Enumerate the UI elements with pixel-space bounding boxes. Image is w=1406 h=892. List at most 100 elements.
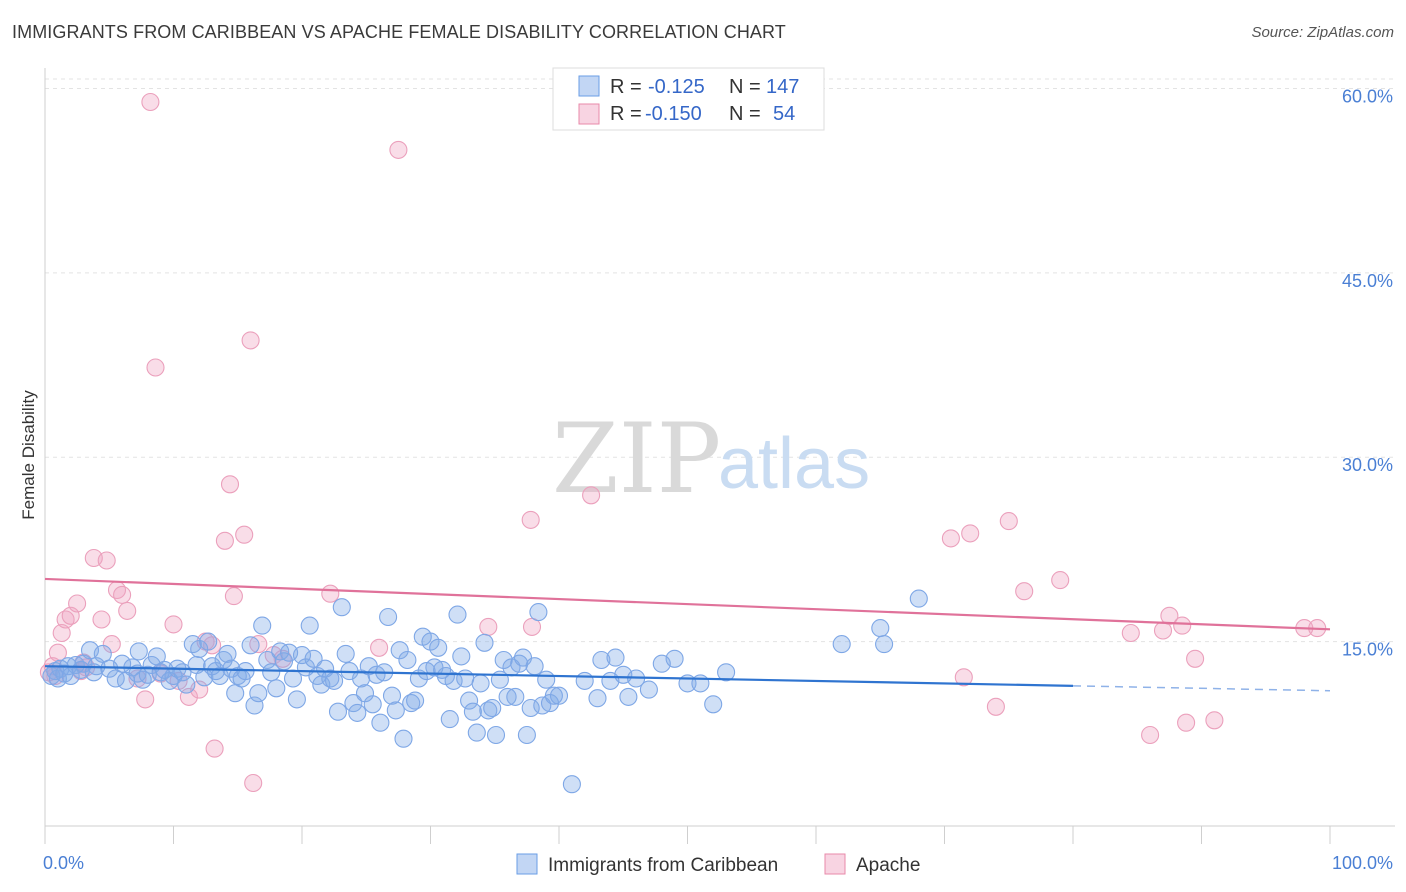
caribbean-point xyxy=(452,647,471,666)
caribbean-point xyxy=(717,663,736,682)
apache-point xyxy=(1205,711,1224,730)
caribbean-point xyxy=(253,616,272,635)
caribbean-point xyxy=(665,649,684,668)
apache-point xyxy=(321,584,340,603)
caribbean-point xyxy=(832,635,851,654)
caribbean-point xyxy=(371,713,390,732)
legend-swatch-caribbean xyxy=(578,75,600,97)
caribbean-point xyxy=(304,649,323,668)
y-tick-label: 15.0% xyxy=(1342,640,1393,660)
legend-n-value-1: 147 xyxy=(766,76,799,98)
caribbean-point xyxy=(190,639,209,659)
apache-point xyxy=(1177,713,1196,732)
caribbean-point xyxy=(262,663,281,682)
legend-n-value-2: 54 xyxy=(773,103,795,125)
caribbean-point xyxy=(93,644,112,663)
x-tick-labels: 0.0% 100.0% xyxy=(43,853,1393,873)
caribbean-point xyxy=(475,633,494,652)
caribbean-point xyxy=(177,675,196,694)
caribbean-point xyxy=(463,702,482,721)
apache-point xyxy=(1121,623,1140,643)
apache-point xyxy=(118,601,137,620)
caribbean-point xyxy=(562,775,581,794)
caribbean-point xyxy=(606,648,625,667)
caribbean-point xyxy=(379,607,398,627)
caribbean-point xyxy=(133,670,152,689)
caribbean-point xyxy=(448,605,467,624)
caribbean-point xyxy=(704,695,723,714)
apache-point xyxy=(1141,725,1160,745)
y-axis-label: Female Disability xyxy=(19,390,38,520)
apache-point xyxy=(113,585,132,604)
apache-point xyxy=(52,623,71,643)
caribbean-point xyxy=(429,638,448,657)
bottom-legend-swatch-caribbean xyxy=(516,853,538,875)
caribbean-point xyxy=(544,686,563,705)
apache-point xyxy=(249,635,268,654)
caribbean-point xyxy=(155,660,174,679)
apache-point xyxy=(215,531,234,550)
apache-point xyxy=(146,358,165,377)
apache-point xyxy=(1186,649,1205,668)
apache-point xyxy=(986,697,1005,716)
apache-point xyxy=(999,512,1018,531)
apache-point xyxy=(235,525,254,544)
legend-r-value-1: -0.125 xyxy=(648,76,705,98)
apache-point xyxy=(479,617,498,636)
bottom-legend-label-caribbean: Immigrants from Caribbean xyxy=(548,855,778,876)
caribbean-point xyxy=(363,695,382,714)
caribbean-trend-extension xyxy=(1072,685,1331,692)
x-tick-label-max: 100.0% xyxy=(1332,853,1393,873)
caribbean-point xyxy=(494,650,513,670)
caribbean-point xyxy=(460,691,479,710)
y-tick-label: 60.0% xyxy=(1342,86,1393,106)
caribbean-point xyxy=(444,671,463,690)
caribbean-point xyxy=(344,694,363,713)
caribbean-point xyxy=(316,659,335,678)
caribbean-point xyxy=(471,674,490,693)
apache-point xyxy=(954,668,973,687)
y-tick-labels: 15.0% 30.0% 45.0% 60.0% xyxy=(1342,86,1393,659)
caribbean-point xyxy=(382,686,402,705)
apache-point xyxy=(48,643,67,662)
caribbean-point xyxy=(456,669,475,688)
watermark-atlas: atlas xyxy=(718,424,870,504)
apache-point xyxy=(241,331,260,350)
caribbean-point xyxy=(521,698,540,718)
caribbean-point xyxy=(199,632,218,651)
caribbean-point xyxy=(390,641,409,660)
apache-point xyxy=(92,610,111,629)
caribbean-point xyxy=(529,603,548,622)
x-tick-label-min: 0.0% xyxy=(43,853,84,873)
apache-point xyxy=(97,551,116,570)
caribbean-point xyxy=(406,691,425,710)
apache-point xyxy=(1160,606,1179,625)
apache-point xyxy=(136,690,155,709)
caribbean-trend-line xyxy=(44,665,1074,687)
caribbean-point xyxy=(386,701,405,720)
trend-lines xyxy=(44,577,1331,692)
grid-lines xyxy=(45,78,1395,643)
caribbean-points xyxy=(42,589,928,794)
caribbean-point xyxy=(332,598,351,617)
legend-r-label-2: R = xyxy=(610,103,642,125)
legend-n-label-1: N = xyxy=(729,76,761,98)
apache-point xyxy=(961,524,980,543)
watermark-zip: ZIP xyxy=(552,403,721,515)
apache-point xyxy=(1173,616,1192,635)
bottom-legend-swatch-apache xyxy=(824,853,846,875)
bottom-legend: Immigrants from Caribbean Apache xyxy=(516,853,920,876)
apache-trend-line xyxy=(44,577,1331,631)
caribbean-point xyxy=(506,687,525,706)
caribbean-point xyxy=(129,642,148,661)
caribbean-point xyxy=(66,655,85,675)
caribbean-point xyxy=(218,644,237,663)
caribbean-point xyxy=(517,725,536,745)
caribbean-point xyxy=(287,690,306,709)
legend-r-label-1: R = xyxy=(610,76,642,98)
legend-n-label-2: N = xyxy=(729,103,761,125)
caribbean-point xyxy=(909,589,928,608)
apache-point xyxy=(205,739,224,758)
caribbean-point xyxy=(241,636,260,655)
